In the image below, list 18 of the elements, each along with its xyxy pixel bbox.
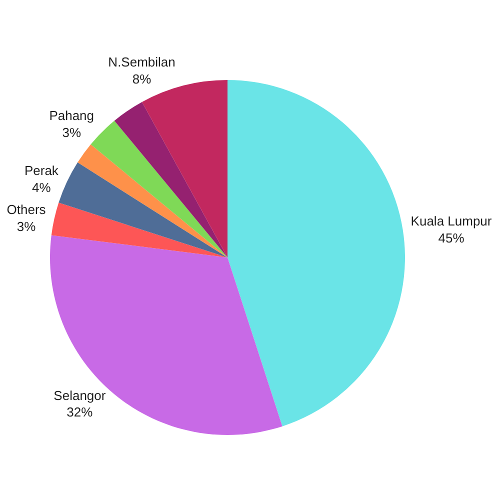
slice-label: Others (6, 202, 46, 218)
data-label: 3% (62, 124, 82, 140)
data-label: 8% (132, 72, 152, 87)
pie-slice (114, 102, 228, 258)
slice-label: Pahang (49, 108, 94, 124)
pie-slice (78, 144, 228, 258)
slice-label: Kuala Lumpur (410, 213, 492, 228)
pie-slice (58, 162, 228, 258)
data-label: 3% (16, 218, 36, 234)
pie-slice (228, 80, 405, 426)
slice-label: Selangor (54, 388, 106, 403)
pie-slice (50, 235, 282, 435)
pie-slice (51, 202, 228, 258)
data-label: 4% (32, 180, 52, 195)
data-label: 45% (438, 230, 465, 246)
slice-label: N.Sembilan (108, 54, 176, 70)
slice-label: Perak (24, 163, 59, 178)
data-label: 32% (66, 404, 94, 420)
